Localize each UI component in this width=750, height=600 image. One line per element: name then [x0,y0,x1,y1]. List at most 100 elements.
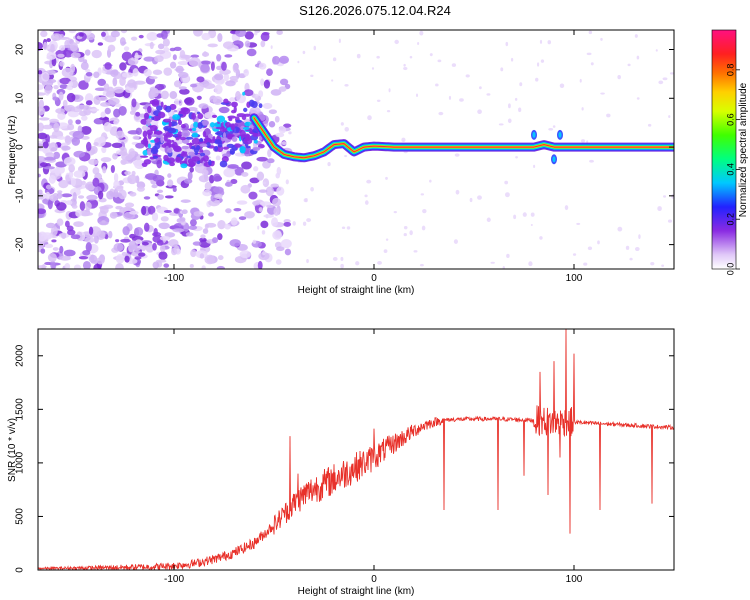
heatmap-noise-blob [132,135,140,140]
heatmap-noise-blob [625,245,630,250]
heatmap-noise-blob [169,91,178,100]
heatmap-noise-blob [340,263,344,269]
heatmap-cluster-blob [234,143,241,148]
heatmap-noise-blob [586,52,592,56]
heatmap-noise-blob [45,152,55,158]
heatmap-noise-blob [70,234,81,240]
heatmap-noise-blob [157,43,165,50]
heatmap-noise-blob [422,208,427,214]
heatmap-noise-blob [448,95,452,100]
heatmap-cluster-blob [199,143,208,147]
heatmap-cluster-blob [214,145,219,152]
heatmap-noise-blob [157,194,164,200]
heatmap-cluster-blob [236,113,246,118]
heatmap-noise-blob [119,76,126,87]
heatmap-noise-blob [225,208,232,214]
heatmap-noise-blob [252,200,261,206]
heatmap-noise-blob [185,232,194,237]
heatmap-noise-blob [364,200,369,205]
heatmap-noise-blob [224,54,233,58]
heatmap-noise-blob [99,102,111,107]
heatmap-noise-blob [270,183,279,188]
heatmap-cluster-blob [191,132,199,138]
heatmap-noise-blob [258,62,267,70]
heatmap-cluster-blob [211,114,218,118]
heatmap-cluster-blob [193,148,200,153]
heatmap-noise-blob [42,124,53,130]
heatmap-noise-blob [386,109,391,113]
heatmap-noise-blob [302,50,306,55]
heatmap-noise-blob [268,109,278,115]
heatmap-noise-blob [177,71,189,79]
heatmap-noise-blob [413,250,418,253]
heatmap-noise-blob [85,68,91,73]
heatmap-cluster-blob [153,138,160,143]
heatmap-cluster-blob [181,145,190,150]
heatmap-noise-blob [42,166,55,170]
heatmap-noise-blob [490,261,495,264]
heatmap-noise-blob [588,30,593,35]
heatmap-noise-blob [262,181,266,185]
heatmap-noise-blob [210,61,215,72]
heatmap-noise-blob [110,164,115,174]
heatmap-noise-blob [152,242,157,251]
heatmap-noise-blob [435,83,439,87]
heatmap-cluster-blob [160,136,164,144]
heatmap-noise-blob [635,246,640,252]
heatmap-noise-blob [198,103,209,109]
heatmap-cluster-blob [216,115,226,123]
heatmap-noise-blob [115,263,124,269]
heatmap-noise-blob [153,227,158,238]
heatmap-noise-blob [258,252,270,261]
heatmap-noise-blob [580,139,586,143]
heatmap-noise-blob [185,56,190,62]
snr-panel: -100 0 100 0 500 1000 1500 2000 Height of stra… [7,328,675,597]
heatmap-cluster-blob [229,150,235,155]
heatmap-noise-blobs [38,30,674,269]
heatmap-noise-blob [403,67,408,71]
heatmap-noise-blob [189,264,194,268]
heatmap-noise-blob [258,207,263,213]
heatmap-cluster-blob [253,139,258,144]
heatmap-noise-blob [39,162,48,168]
heatmap-noise-blob [81,212,94,216]
heatmap-cluster-blob [151,116,155,121]
heatmap-noise-blob [78,32,84,37]
heatmap-noise-blob [340,122,344,126]
heatmap-noise-blob [143,222,150,232]
heatmap-noise-blob [218,106,230,114]
heatmap-cluster-blob [215,126,223,130]
heatmap-ridge-bump-core [552,156,556,163]
heatmap-noise-blob [650,261,655,266]
heatmap-noise-blob [498,123,504,126]
snr-x-tick-label: 100 [566,574,583,585]
heatmap-noise-blob [258,90,264,98]
heatmap-noise-blob [119,62,127,71]
heatmap-noise-blob [57,190,63,194]
heatmap-cluster-blob [173,109,178,113]
heatmap-noise-blob [135,239,143,245]
heatmap-noise-blob [235,30,247,38]
heatmap-noise-blob [49,134,58,139]
heatmap-noise-blob [518,107,522,113]
heatmap-noise-blob [421,225,426,231]
heatmap-noise-blob [240,184,251,194]
heatmap-noise-blob [267,158,275,164]
heatmap-noise-blob [46,38,51,43]
heatmap-noise-blob [85,71,93,77]
heatmap-cluster-blob [222,132,227,139]
heatmap-cluster-blob [142,130,148,138]
heatmap-noise-blob [73,264,81,269]
heatmap-noise-blob [174,98,180,106]
heatmap-noise-blob [73,170,86,178]
heatmap-noise-blob [193,30,203,37]
heatmap-noise-blob [103,83,110,92]
heatmap-noise-blob [149,76,158,80]
heatmap-cluster-blob [251,100,258,108]
heatmap-noise-blob [201,265,206,269]
heatmap-noise-blob [600,92,605,95]
heatmap-noise-blob [265,186,275,197]
heatmap-noise-blob [38,92,46,96]
heatmap-noise-blob [129,191,137,197]
